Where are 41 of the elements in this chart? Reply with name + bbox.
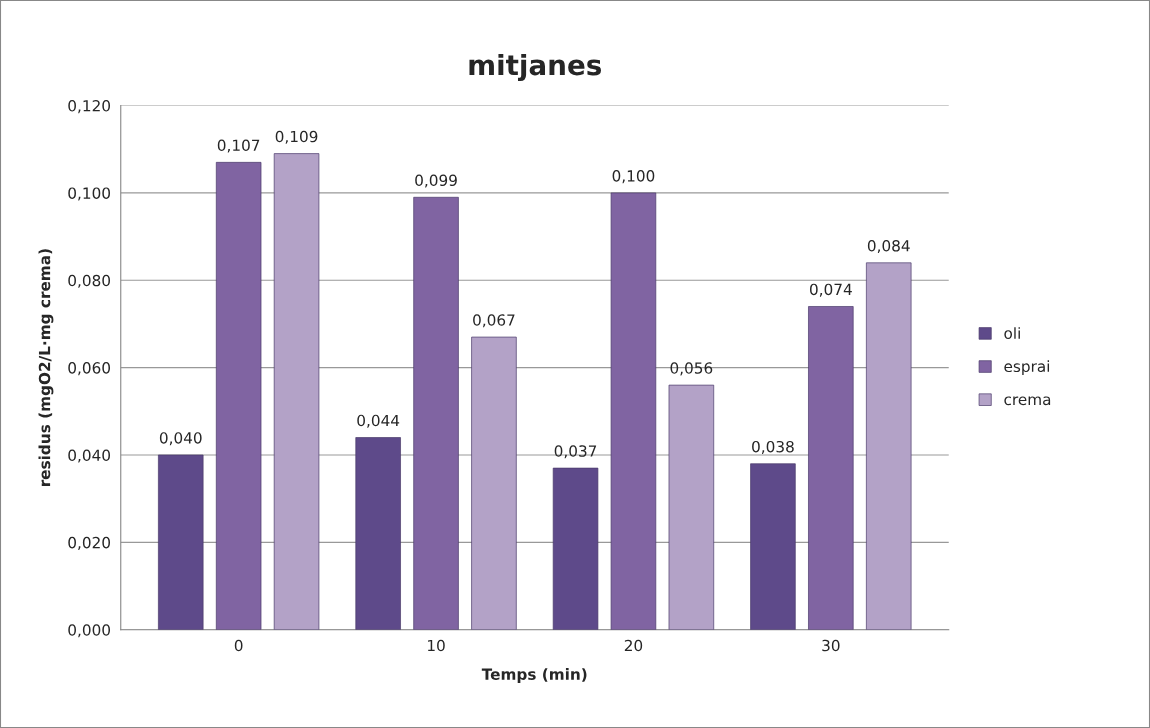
y-tick-label: 0,100 — [68, 187, 111, 201]
legend-label: oli — [1004, 327, 1020, 339]
x-tick-label: 0 — [234, 639, 243, 652]
bar — [750, 463, 796, 630]
y-tick-label: 0,120 — [68, 100, 111, 114]
bar — [808, 306, 854, 630]
data-label: 0,040 — [159, 432, 202, 446]
y-tick-label: 0,080 — [68, 274, 111, 288]
y-tick-label: 0,020 — [68, 536, 111, 550]
bar — [215, 161, 262, 630]
x-tick-label: 20 — [624, 639, 643, 652]
bar — [471, 336, 517, 630]
legend-label: crema — [1004, 396, 1051, 406]
bar — [273, 153, 320, 630]
data-label: 0,107 — [217, 139, 260, 153]
data-label: 0,100 — [612, 170, 655, 184]
y-tick-label: 0,060 — [68, 362, 111, 376]
x-tick-label: 30 — [822, 639, 840, 652]
y-tick-label: 0,000 — [68, 624, 111, 638]
data-label: 0,038 — [752, 440, 794, 454]
x-tick-label: 10 — [428, 639, 445, 652]
y-axis-title: residus (mgO2/L·mg crema) — [38, 249, 54, 487]
data-label: 0,109 — [275, 130, 318, 144]
bar — [413, 196, 459, 630]
y-tick-label: 0,040 — [68, 449, 111, 463]
bar — [158, 454, 204, 630]
bar — [668, 384, 715, 630]
data-label: 0,074 — [809, 283, 852, 297]
legend-label: esprai — [1004, 360, 1050, 376]
bar — [552, 467, 599, 630]
x-axis-title: Temps (min) — [481, 668, 587, 683]
data-label: 0,037 — [554, 445, 597, 459]
data-label: 0,099 — [415, 174, 457, 188]
data-label: 0,044 — [357, 414, 400, 428]
bar — [866, 262, 912, 630]
data-label: 0,056 — [670, 362, 713, 376]
bar — [355, 437, 401, 630]
bar — [610, 192, 657, 630]
data-label: 0,084 — [867, 239, 910, 254]
data-label: 0,067 — [473, 314, 515, 328]
chart-title: mitjanes — [469, 53, 602, 81]
